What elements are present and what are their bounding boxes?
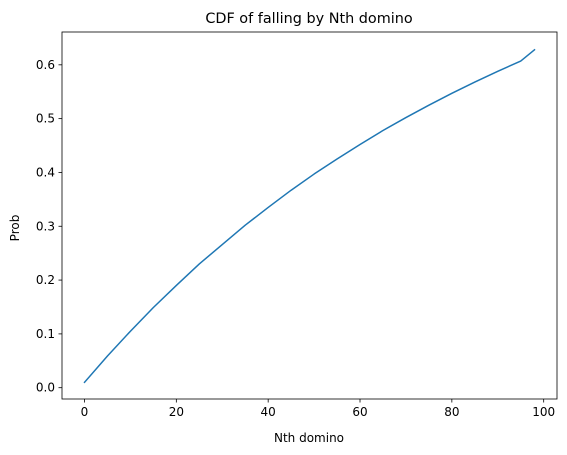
x-tick-label: 80	[444, 405, 459, 419]
y-tick-label: 0.1	[36, 327, 55, 341]
x-tick-label: 60	[352, 405, 367, 419]
y-tick-label: 0.5	[36, 112, 55, 126]
x-tick-label: 0	[81, 405, 89, 419]
y-tick-label: 0.0	[36, 381, 55, 395]
y-tick-label: 0.4	[36, 165, 55, 179]
chart-title: CDF of falling by Nth domino	[205, 11, 413, 27]
y-tick-label: 0.6	[36, 58, 55, 72]
x-axis-label: Nth domino	[274, 431, 344, 445]
x-tick-label: 20	[169, 405, 184, 419]
x-tick-label: 100	[532, 405, 555, 419]
y-tick-label: 0.2	[36, 273, 55, 287]
plot-frame	[61, 31, 558, 400]
series-line-0	[83, 48, 536, 384]
y-tick-label: 0.3	[36, 219, 55, 233]
x-tick-label: 40	[261, 405, 276, 419]
y-axis-label: Prob	[8, 215, 22, 242]
